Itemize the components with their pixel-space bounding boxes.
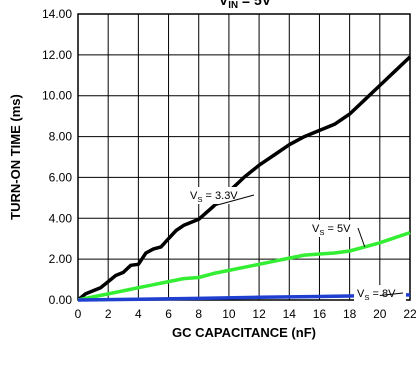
y-tick-label: 6.00 xyxy=(49,170,73,184)
label-base: V xyxy=(190,190,198,202)
x-tick-label: 14 xyxy=(283,307,297,321)
x-tick-label: 6 xyxy=(165,307,172,321)
leader-line xyxy=(357,227,366,248)
label-sub: IN xyxy=(228,0,238,11)
subscripted-label: VS = 5V xyxy=(312,223,351,237)
x-axis-label: GC CAPACITANCE (nF) xyxy=(172,325,316,340)
label-sub: S xyxy=(319,228,324,237)
label-sub: S xyxy=(197,195,202,204)
label-base: V xyxy=(312,223,320,235)
x-tick-label: 10 xyxy=(222,307,236,321)
plot-frame xyxy=(77,13,411,301)
x-tick-label: 2 xyxy=(105,307,112,321)
subscripted-label: VS = 8V xyxy=(357,288,396,302)
subscripted-label: VS = 3.3V xyxy=(190,190,238,204)
series-line xyxy=(77,230,411,302)
x-tick-label: 20 xyxy=(373,307,387,321)
label-sub: S xyxy=(364,293,369,302)
y-tick-label: 14.00 xyxy=(42,7,72,21)
label-base: V xyxy=(357,288,365,300)
x-tick-label: 16 xyxy=(313,307,327,321)
y-tick-label: 8.00 xyxy=(49,130,73,144)
x-tick-label: 0 xyxy=(75,307,82,321)
leader-line xyxy=(213,194,255,207)
y-tick-label: 2.00 xyxy=(49,252,73,266)
y-axis-label: TURN-ON TIME (ms) xyxy=(8,94,23,220)
y-tick-label: 4.00 xyxy=(49,211,73,225)
series-line xyxy=(76,55,412,302)
label-rest: = 8V xyxy=(369,288,396,300)
x-tick-label: 12 xyxy=(252,307,266,321)
subscripted-label: VIN = 5V xyxy=(219,0,272,11)
label-rest: = 5V xyxy=(238,0,272,8)
y-tick-label: 12.00 xyxy=(42,48,72,62)
y-tick-label: 0.00 xyxy=(49,293,73,307)
leader-line xyxy=(379,292,404,297)
x-tick-label: 22 xyxy=(403,307,416,321)
label-base: V xyxy=(219,0,229,8)
y-tick-label: 10.00 xyxy=(42,89,72,103)
x-tick-label: 4 xyxy=(135,307,142,321)
label-rest: = 5V xyxy=(324,223,351,235)
x-tick-label: 18 xyxy=(343,307,357,321)
label-background xyxy=(354,285,406,302)
label-background xyxy=(309,220,361,237)
label-rest: = 3.3V xyxy=(202,190,238,202)
x-tick-label: 8 xyxy=(195,307,202,321)
label-background xyxy=(187,187,257,204)
